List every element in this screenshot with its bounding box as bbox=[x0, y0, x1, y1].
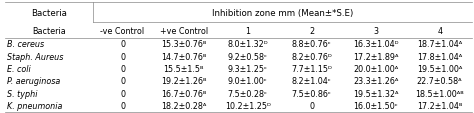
Text: 7.7±1.15ᴰ: 7.7±1.15ᴰ bbox=[292, 65, 332, 73]
Text: 0: 0 bbox=[120, 52, 125, 61]
Text: 9.0±1.00ᶜ: 9.0±1.00ᶜ bbox=[228, 77, 267, 86]
Text: 16.0±1.50ᶜ: 16.0±1.50ᶜ bbox=[354, 101, 398, 110]
Text: B. cereus: B. cereus bbox=[7, 40, 44, 49]
Text: P. aeruginosa: P. aeruginosa bbox=[7, 77, 60, 86]
Text: 0: 0 bbox=[120, 101, 125, 110]
Text: 18.7±1.04ᴬ: 18.7±1.04ᴬ bbox=[417, 40, 462, 49]
Text: 7.5±0.86ᶜ: 7.5±0.86ᶜ bbox=[292, 89, 332, 98]
Text: 19.5±1.32ᴬ: 19.5±1.32ᴬ bbox=[353, 89, 399, 98]
Text: 8.8±0.76ᶜ: 8.8±0.76ᶜ bbox=[292, 40, 331, 49]
Text: K. pneumonia: K. pneumonia bbox=[7, 101, 63, 110]
Text: 18.2±0.28ᴬ: 18.2±0.28ᴬ bbox=[161, 101, 207, 110]
Text: 8.0±1.32ᴰ: 8.0±1.32ᴰ bbox=[228, 40, 268, 49]
Text: 3: 3 bbox=[373, 26, 378, 35]
Text: Inhibition zone mm (Mean±*S.E): Inhibition zone mm (Mean±*S.E) bbox=[212, 9, 353, 18]
Text: 8.2±0.76ᴰ: 8.2±0.76ᴰ bbox=[292, 52, 332, 61]
Text: 22.7±0.58ᴬ: 22.7±0.58ᴬ bbox=[417, 77, 463, 86]
Text: 0: 0 bbox=[309, 101, 314, 110]
Text: S. typhi: S. typhi bbox=[7, 89, 37, 98]
Text: 4: 4 bbox=[437, 26, 442, 35]
Text: 9.3±1.25ᶜ: 9.3±1.25ᶜ bbox=[228, 65, 268, 73]
Text: 1: 1 bbox=[245, 26, 250, 35]
Text: 17.8±1.04ᴬ: 17.8±1.04ᴬ bbox=[417, 52, 462, 61]
Text: 16.3±1.04ᴰ: 16.3±1.04ᴰ bbox=[353, 40, 399, 49]
Text: 2: 2 bbox=[309, 26, 314, 35]
Text: 14.7±0.76ᴮ: 14.7±0.76ᴮ bbox=[161, 52, 207, 61]
Text: 19.5±1.00ᴬ: 19.5±1.00ᴬ bbox=[417, 65, 462, 73]
Text: 8.2±1.04ᶜ: 8.2±1.04ᶜ bbox=[292, 77, 331, 86]
Text: 9.2±0.58ᶜ: 9.2±0.58ᶜ bbox=[228, 52, 268, 61]
Text: 17.2±1.04ᴮ: 17.2±1.04ᴮ bbox=[417, 101, 462, 110]
Text: 15.5±1.5ᴮ: 15.5±1.5ᴮ bbox=[164, 65, 204, 73]
Text: Staph. Aureus: Staph. Aureus bbox=[7, 52, 64, 61]
Text: 0: 0 bbox=[120, 77, 125, 86]
Text: +ve Control: +ve Control bbox=[160, 26, 208, 35]
Text: 17.2±1.89ᴬ: 17.2±1.89ᴬ bbox=[353, 52, 399, 61]
Text: Bacteria: Bacteria bbox=[32, 26, 66, 35]
Text: Bacteria: Bacteria bbox=[31, 9, 67, 18]
Text: 0: 0 bbox=[120, 65, 125, 73]
Text: 0: 0 bbox=[120, 40, 125, 49]
Text: 10.2±1.25ᴰ: 10.2±1.25ᴰ bbox=[225, 101, 271, 110]
Text: E. coli: E. coli bbox=[7, 65, 31, 73]
Text: 15.3±0.76ᴮ: 15.3±0.76ᴮ bbox=[161, 40, 207, 49]
Text: 7.5±0.28ᶜ: 7.5±0.28ᶜ bbox=[228, 89, 268, 98]
Text: 23.3±1.26ᴬ: 23.3±1.26ᴬ bbox=[353, 77, 398, 86]
Text: 16.7±0.76ᴮ: 16.7±0.76ᴮ bbox=[161, 89, 207, 98]
Text: 18.5±1.00ᴬᴮ: 18.5±1.00ᴬᴮ bbox=[415, 89, 464, 98]
Text: -ve Control: -ve Control bbox=[100, 26, 145, 35]
Text: 19.2±1.26ᴮ: 19.2±1.26ᴮ bbox=[161, 77, 207, 86]
Text: 0: 0 bbox=[120, 89, 125, 98]
Text: 20.0±1.00ᴬ: 20.0±1.00ᴬ bbox=[353, 65, 398, 73]
